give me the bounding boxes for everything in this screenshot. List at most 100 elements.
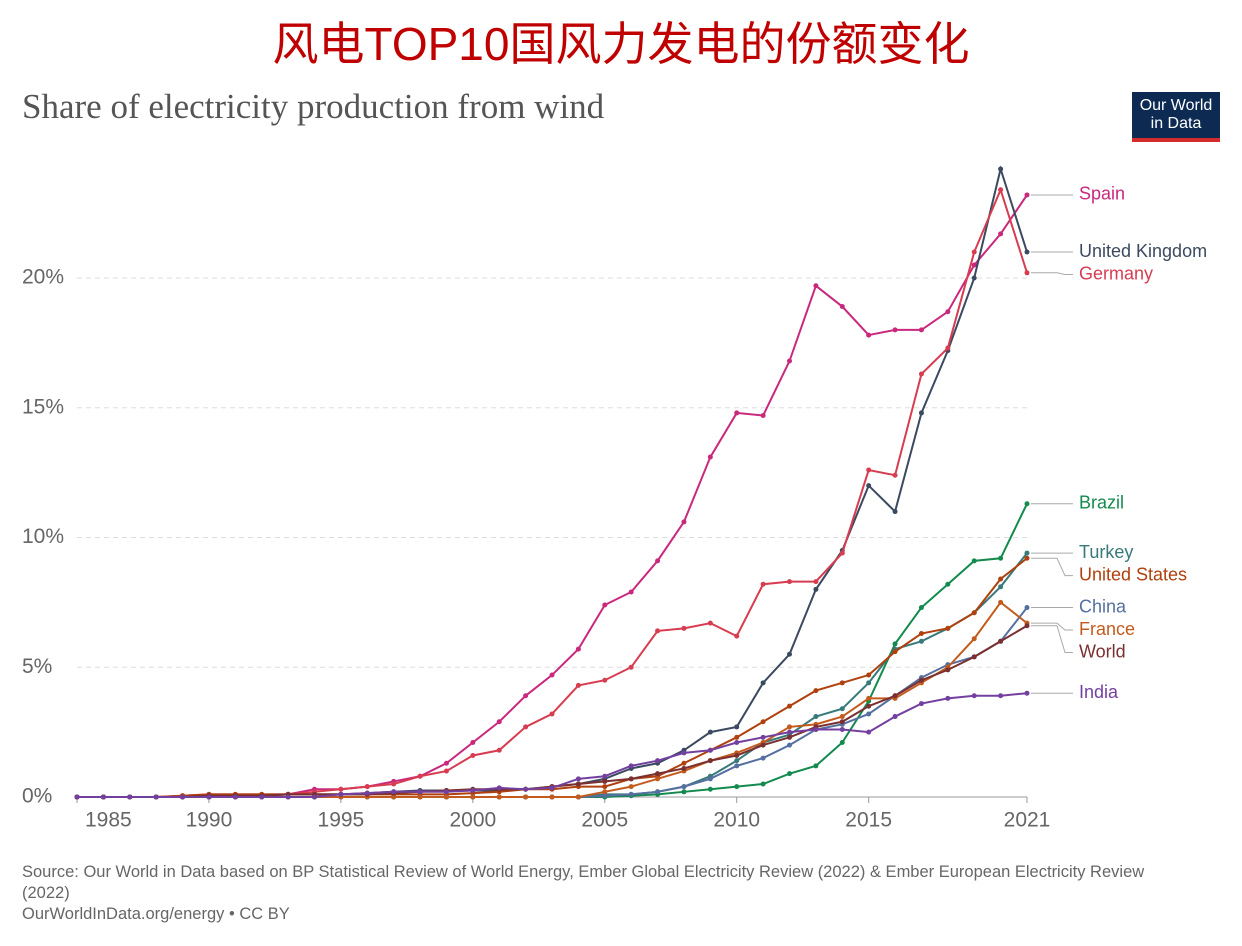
series-line: [77, 503, 1028, 798]
x-tick-label: 2000: [449, 809, 496, 832]
data-point: [971, 249, 977, 255]
data-point: [575, 682, 581, 688]
data-point: [787, 579, 792, 585]
data-point: [100, 794, 106, 800]
data-point: [945, 309, 951, 315]
data-point: [866, 703, 872, 709]
data-point: [628, 763, 634, 769]
x-tick-label: 2015: [845, 809, 892, 832]
data-point: [338, 791, 344, 797]
data-point: [971, 262, 977, 268]
data-point: [364, 790, 370, 796]
y-tick-label: 5%: [22, 655, 52, 678]
data-point: [707, 747, 713, 753]
data-point: [575, 646, 581, 652]
data-point: [655, 771, 661, 777]
data-point: [998, 555, 1004, 561]
data-point: [259, 794, 265, 800]
data-point: [839, 714, 845, 720]
data-point: [945, 625, 951, 631]
data-point: [892, 693, 898, 699]
data-point: [787, 771, 792, 777]
data-point: [971, 693, 977, 699]
data-point: [127, 794, 133, 800]
legend-label: United States: [1079, 564, 1187, 584]
data-point: [655, 628, 661, 634]
source: Source: Our World in Data based on BP St…: [22, 863, 1145, 902]
data-point: [787, 358, 792, 364]
data-point: [391, 781, 397, 787]
data-point: [707, 776, 713, 782]
data-point: [866, 483, 872, 489]
data-point: [417, 794, 423, 800]
data-point: [496, 794, 502, 800]
label-connector: [1031, 272, 1073, 276]
x-tick-label: 2021: [1004, 809, 1051, 832]
data-point: [655, 776, 661, 782]
data-point: [602, 778, 608, 784]
data-point: [391, 794, 397, 800]
data-point: [866, 332, 872, 338]
x-tick-label: 2010: [713, 809, 760, 832]
data-point: [496, 785, 502, 791]
data-point: [945, 581, 951, 587]
data-point: [734, 633, 740, 639]
data-point: [1024, 623, 1030, 629]
data-point: [312, 794, 317, 800]
data-point: [813, 763, 819, 769]
data-point: [443, 794, 449, 800]
data-point: [892, 327, 898, 333]
data-point: [523, 693, 529, 699]
y-tick-label: 0%: [22, 785, 52, 808]
data-point: [655, 789, 661, 795]
data-point: [813, 579, 819, 585]
data-point: [945, 345, 951, 351]
data-point: [918, 631, 924, 637]
data-point: [866, 729, 872, 735]
data-point: [918, 677, 924, 683]
data-point: [391, 789, 397, 795]
data-point: [787, 729, 792, 735]
data-point: [839, 740, 845, 746]
data-point: [734, 763, 740, 769]
data-point: [338, 786, 344, 792]
data-point: [971, 558, 977, 564]
data-point: [523, 786, 529, 792]
data-point: [470, 752, 476, 758]
data-point: [839, 304, 845, 310]
data-point: [787, 734, 792, 740]
data-point: [866, 680, 872, 686]
data-point: [575, 781, 581, 787]
data-point: [443, 760, 449, 766]
data-point: [549, 794, 555, 800]
data-point: [918, 638, 924, 644]
data-point: [998, 599, 1004, 605]
x-tick-label: 2005: [581, 809, 628, 832]
data-point: [918, 410, 924, 416]
data-point: [734, 784, 740, 790]
data-point: [813, 727, 819, 733]
data-point: [549, 672, 555, 678]
data-point: [892, 641, 898, 647]
legend-label: Turkey: [1079, 542, 1133, 562]
data-point: [417, 789, 423, 795]
logo: Our World in Data: [1140, 97, 1213, 132]
data-point: [1024, 550, 1030, 556]
data-point: [443, 789, 449, 795]
legend-label: France: [1079, 619, 1135, 639]
data-point: [866, 695, 872, 701]
data-point: [918, 371, 924, 377]
data-point: [681, 765, 687, 771]
data-point: [892, 649, 898, 655]
data-point: [707, 729, 713, 735]
x-tick-label: 1985: [85, 809, 132, 832]
data-point: [998, 576, 1004, 582]
data-point: [734, 734, 740, 740]
label-connector: [1031, 622, 1073, 631]
data-point: [1024, 192, 1030, 198]
data-point: [285, 794, 291, 800]
data-point: [523, 724, 529, 730]
legend-label: Spain: [1079, 184, 1125, 204]
data-point: [998, 187, 1004, 193]
